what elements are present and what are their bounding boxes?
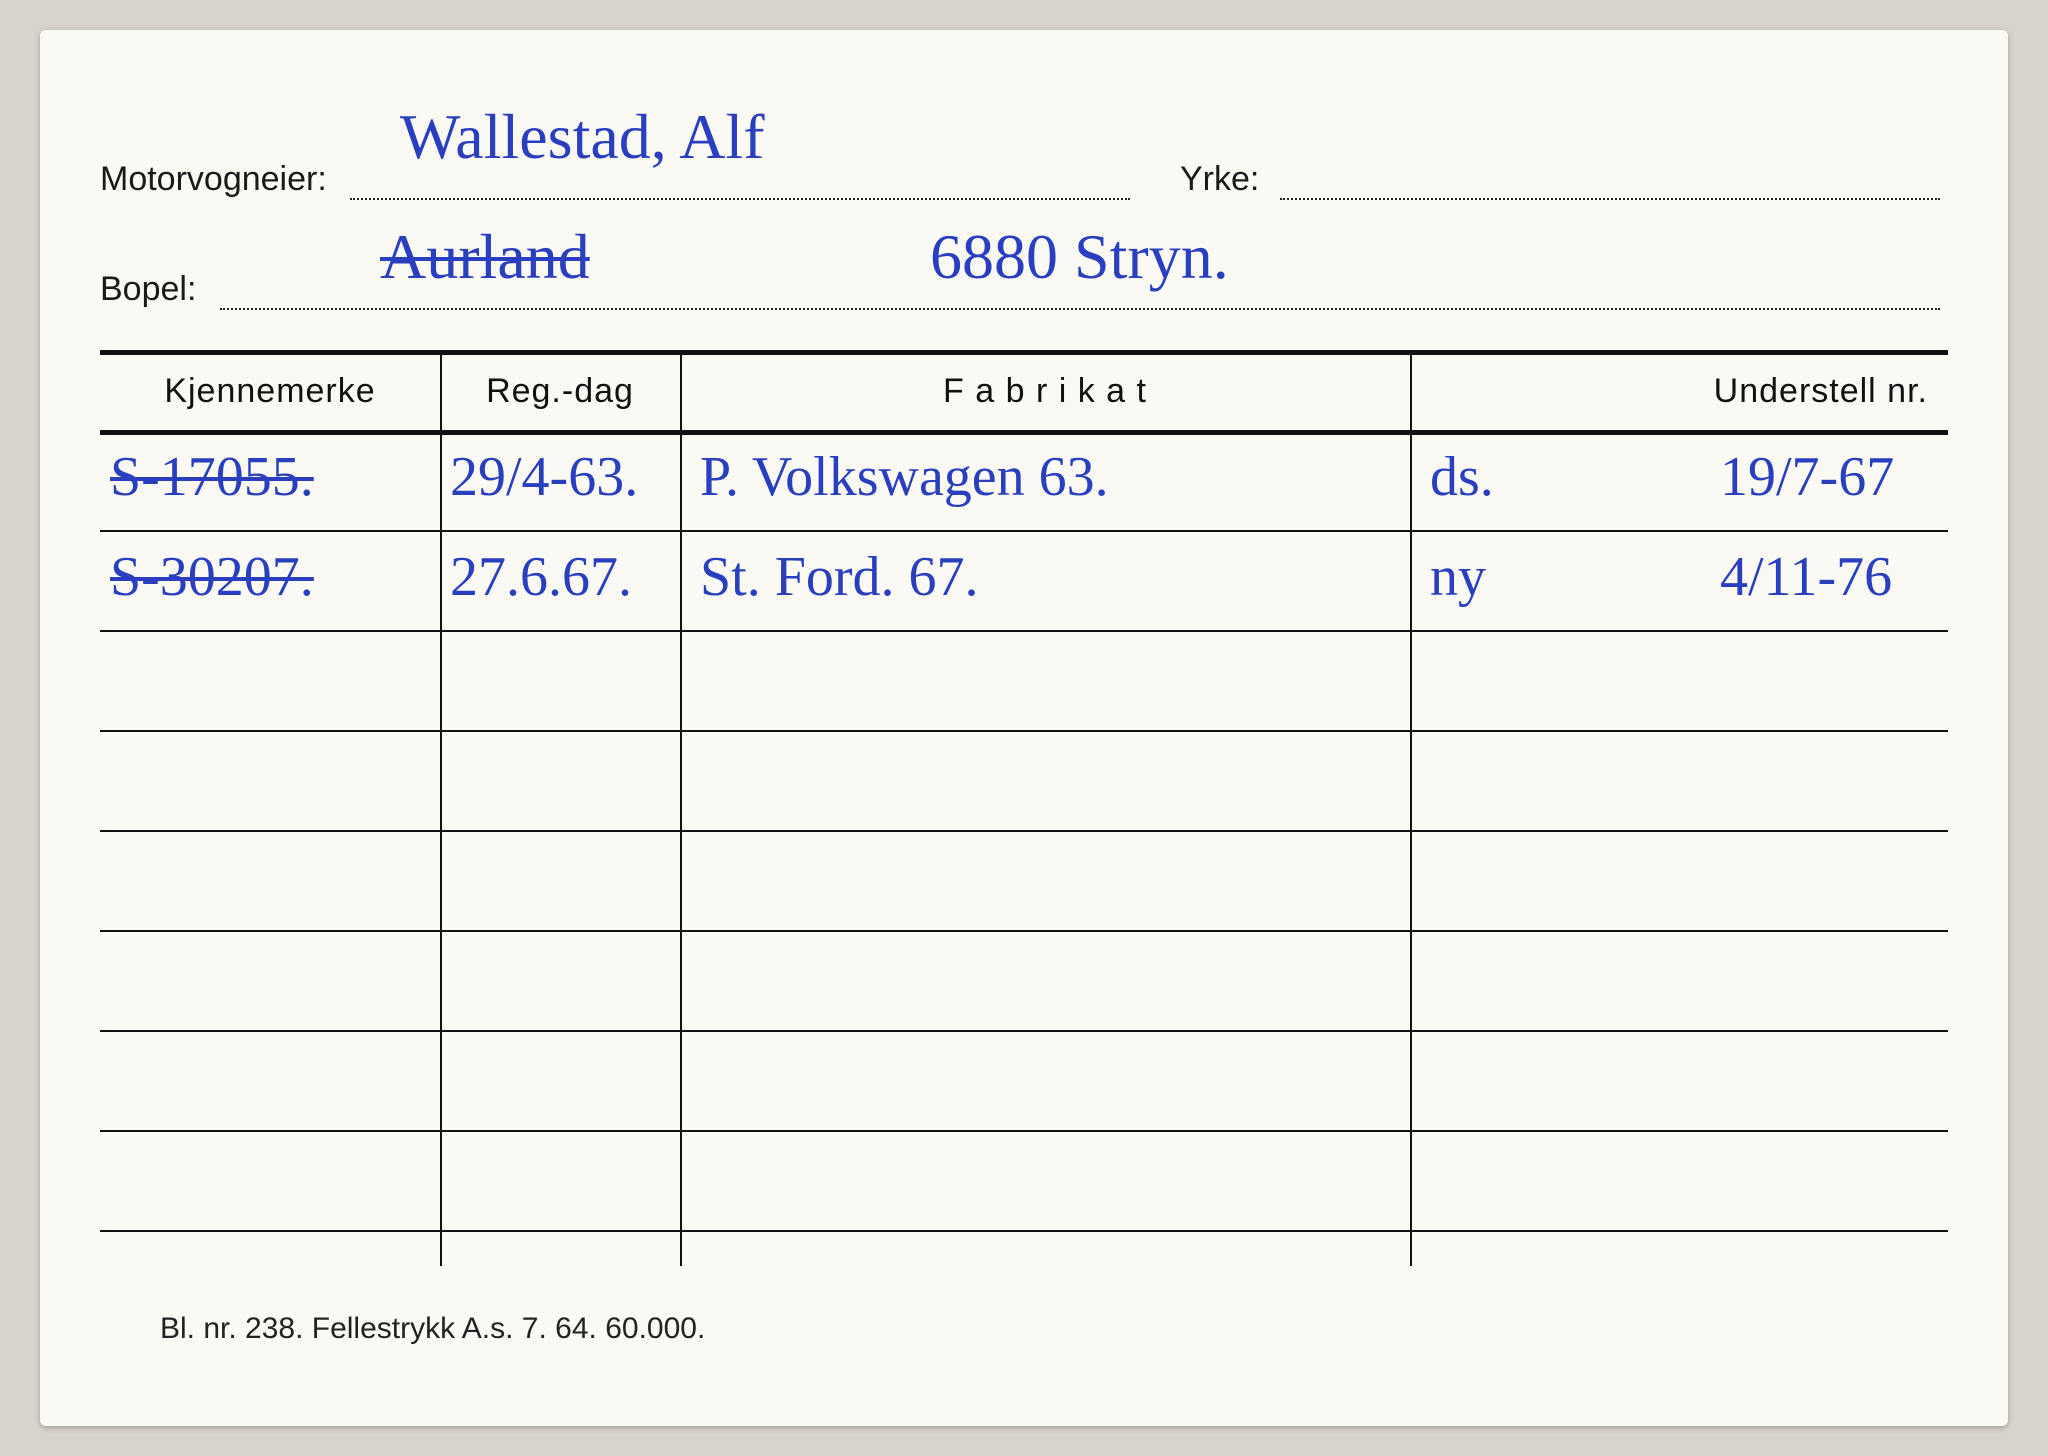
index-card: Motorvogneier: Wallestad, Alf Yrke: Bope… <box>40 30 2008 1426</box>
r1-regdag: 29/4-63. <box>450 445 638 509</box>
row-line-3 <box>100 730 1948 732</box>
r2-understell-b: 4/11-76 <box>1720 545 1892 609</box>
col-header-regdag: Reg.-dag <box>440 372 680 411</box>
label-residence: Bopel: <box>100 270 196 309</box>
row-line-6 <box>100 1030 1948 1032</box>
col-header-kjennemerke: Kjennemerke <box>100 372 440 411</box>
card-content: Motorvogneier: Wallestad, Alf Yrke: Bope… <box>100 110 1948 1386</box>
register-table: Kjennemerke Reg.-dag F a b r i k a t Und… <box>100 350 1948 1296</box>
r1-understell-a: ds. <box>1430 445 1494 509</box>
value-residence-struck: Aurland <box>380 220 590 294</box>
r2-fabrikat: St. Ford. 67. <box>700 545 979 609</box>
row-line-2 <box>100 630 1948 632</box>
header-area: Motorvogneier: Wallestad, Alf Yrke: Bope… <box>100 110 1948 330</box>
row-line-8 <box>100 1230 1948 1232</box>
row-line-5 <box>100 930 1948 932</box>
occupation-line <box>1280 198 1940 200</box>
residence-line <box>220 308 1940 310</box>
r2-kjennemerke: S-30207. <box>110 545 314 609</box>
col-divider-2 <box>680 350 682 1266</box>
value-owner: Wallestad, Alf <box>400 100 765 174</box>
r2-understell-a: ny <box>1430 545 1486 609</box>
col-header-understell: Understell nr. <box>1410 372 1948 411</box>
col-header-fabrikat: F a b r i k a t <box>680 372 1410 411</box>
label-owner: Motorvogneier: <box>100 160 327 199</box>
table-rule-header <box>100 430 1948 435</box>
col-divider-3 <box>1410 350 1412 1266</box>
table-rule-top <box>100 350 1948 355</box>
r1-kjennemerke: S-17055. <box>110 445 314 509</box>
owner-line <box>350 198 1130 200</box>
row-line-4 <box>100 830 1948 832</box>
label-occupation: Yrke: <box>1180 160 1259 199</box>
r2-regdag: 27.6.67. <box>450 545 632 609</box>
footer-print-info: Bl. nr. 238. Fellestrykk A.s. 7. 64. 60.… <box>160 1312 705 1346</box>
value-residence: 6880 Stryn. <box>930 220 1229 294</box>
col-divider-1 <box>440 350 442 1266</box>
row-line-1 <box>100 530 1948 532</box>
r1-understell-b: 19/7-67 <box>1720 445 1894 509</box>
r1-fabrikat: P. Volkswagen 63. <box>700 445 1109 509</box>
row-line-7 <box>100 1130 1948 1132</box>
